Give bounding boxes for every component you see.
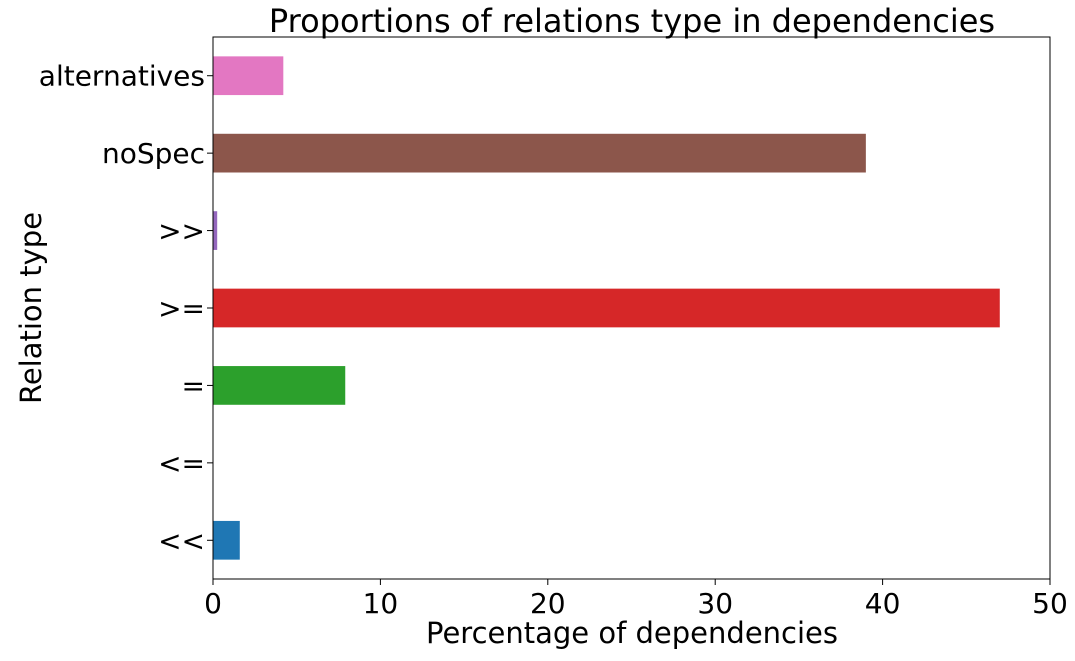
y-tick-label: noSpec xyxy=(102,137,205,170)
x-tick-label: 10 xyxy=(363,587,399,620)
y-tick-label: <= xyxy=(158,447,205,480)
bar-eq xyxy=(213,366,345,405)
x-tick-label: 0 xyxy=(204,587,222,620)
bar-gtgt xyxy=(213,211,217,250)
bars-layer xyxy=(213,56,1000,559)
chart-title: Proportions of relations type in depende… xyxy=(269,2,995,40)
bar-nospec xyxy=(213,134,866,173)
bar-ltlt xyxy=(213,521,240,560)
x-tick-label: 40 xyxy=(865,587,901,620)
y-axis-ticks: << <= = >= >> noSpec alternatives xyxy=(39,60,213,558)
bar-gteq xyxy=(213,289,1000,328)
y-tick-label: = xyxy=(182,369,205,402)
x-tick-label: 50 xyxy=(1032,587,1068,620)
y-tick-label: alternatives xyxy=(39,60,205,93)
y-tick-label: >> xyxy=(158,215,205,248)
y-tick-label: << xyxy=(158,524,205,557)
y-tick-label: >= xyxy=(158,292,205,325)
x-axis-label: Percentage of dependencies xyxy=(426,616,838,650)
bar-alternatives xyxy=(213,56,283,95)
y-axis-label: Relation type xyxy=(14,212,48,404)
